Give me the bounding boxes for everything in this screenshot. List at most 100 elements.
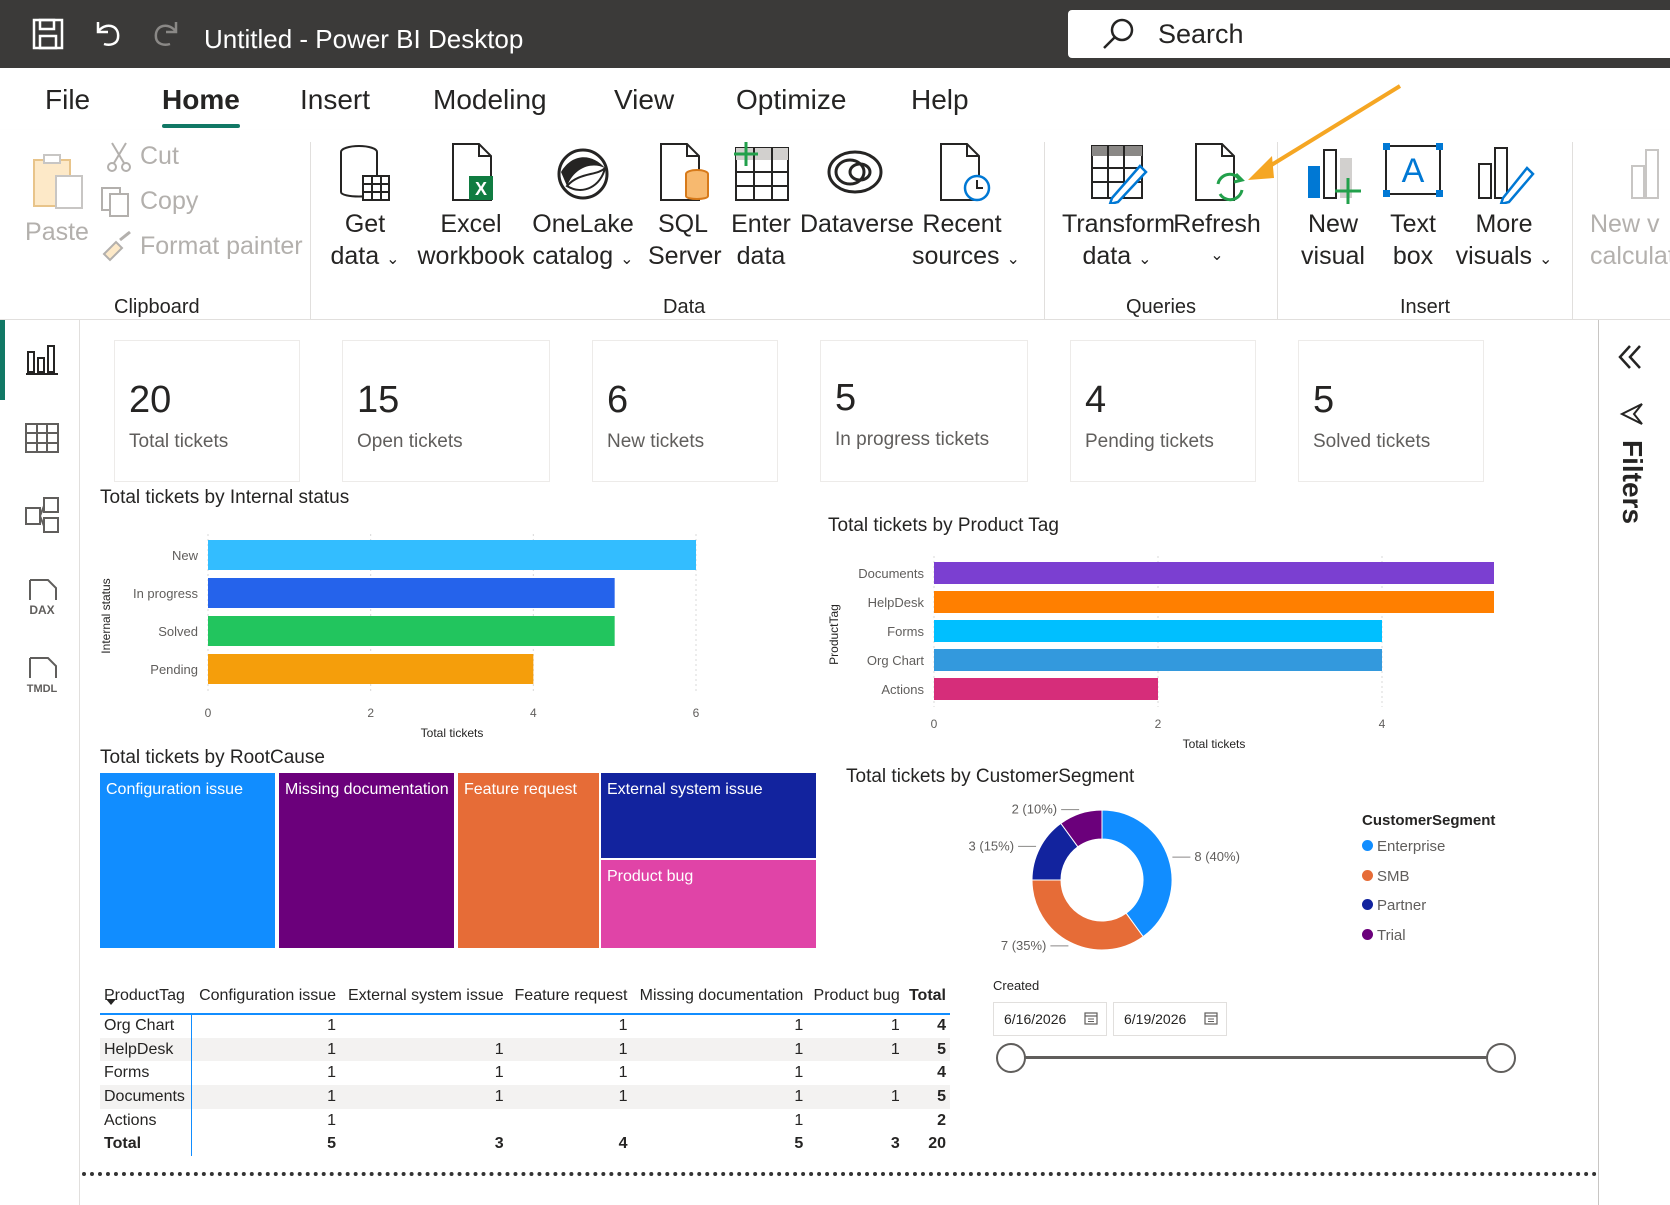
onelake-catalog-button[interactable]: OneLake catalog ⌄	[528, 142, 638, 276]
x-tick-label: 6	[693, 706, 700, 720]
calendar-icon[interactable]	[1084, 1011, 1098, 1025]
matrix-cell: 1	[807, 1085, 904, 1109]
enter-data-button[interactable]: Enter data	[726, 142, 796, 272]
bar-new[interactable]	[208, 540, 696, 570]
new-visual-button[interactable]: New visual	[1298, 142, 1368, 272]
kpi-value: 20	[129, 379, 172, 421]
matrix-cell: 1	[794, 1064, 804, 1082]
slider-end-handle[interactable]	[1486, 1043, 1516, 1073]
tab-insert[interactable]: Insert	[300, 84, 371, 115]
collapse-double-chevron-icon[interactable]	[1616, 344, 1644, 370]
tab-home[interactable]: Home	[162, 84, 240, 115]
kpi-card-solved[interactable]: 5 Solved tickets	[1298, 340, 1484, 482]
filters-label[interactable]: Filters	[1617, 440, 1648, 525]
start-date-input[interactable]: 6/16/2026	[993, 1002, 1107, 1036]
treemap-tile-configuration-issue[interactable]: Configuration issue	[100, 773, 277, 948]
producttag-rootcause-matrix[interactable]: ProductTag Configuration issue External …	[100, 978, 950, 1157]
model-view-icon[interactable]	[22, 496, 62, 536]
matrix-cell: 1	[890, 1017, 900, 1035]
tab-view[interactable]: View	[614, 84, 675, 115]
dataverse-button[interactable]: Dataverse	[800, 142, 914, 240]
matrix-row[interactable]: Org Chart 1 1 1 1 4	[100, 1014, 950, 1038]
redo-icon[interactable]	[146, 14, 186, 54]
slider-track	[1010, 1056, 1500, 1059]
matrix-header[interactable]: Feature request	[507, 978, 632, 1015]
bar-actions[interactable]	[934, 678, 1158, 700]
new-calculation-button[interactable]: New v calculat	[1590, 142, 1670, 272]
format-painter-button[interactable]: Format painter	[140, 232, 303, 260]
treemap-tile-missing-documentation[interactable]: Missing documentation	[279, 773, 456, 948]
table-view-icon[interactable]	[22, 418, 62, 458]
legend-item-enterprise[interactable]: Enterprise	[1362, 838, 1445, 868]
bar-documents[interactable]	[934, 562, 1494, 584]
legend-item-partner[interactable]: Partner	[1362, 897, 1445, 927]
tab-help[interactable]: Help	[911, 84, 969, 115]
matrix-header[interactable]: Configuration issue	[191, 978, 341, 1015]
transform-data-button[interactable]: Transform data ⌄	[1062, 142, 1175, 276]
matrix-row[interactable]: Total 5 3 4 5 3 20	[100, 1132, 950, 1157]
matrix-row[interactable]: Documents 1 1 1 1 1 5	[100, 1085, 950, 1109]
customer-segment-donut-chart[interactable]: 8 (40%) 7 (35%) 3 (15%) 2 (10%)	[950, 790, 1250, 970]
get-data-button[interactable]: Get data ⌄	[330, 142, 400, 276]
bar-forms[interactable]	[934, 620, 1382, 642]
treemap-tile-product-bug[interactable]: Product bug	[601, 860, 816, 948]
matrix-header[interactable]: External system issue	[340, 978, 508, 1015]
kpi-card-open[interactable]: 15 Open tickets	[342, 340, 550, 482]
copy-button[interactable]: Copy	[140, 187, 199, 215]
kpi-card-new[interactable]: 6 New tickets	[592, 340, 778, 482]
treemap-tile-external-system-issue[interactable]: External system issue	[601, 773, 816, 860]
more-visuals-button[interactable]: More visuals ⌄	[1452, 142, 1556, 276]
cut-button[interactable]: Cut	[140, 142, 179, 170]
legend-marker	[1362, 928, 1373, 940]
tab-file[interactable]: File	[45, 84, 91, 115]
sql-server-button[interactable]: SQL Server	[648, 142, 722, 272]
excel-workbook-button[interactable]: X Excel workbook	[416, 142, 526, 272]
rootcause-treemap[interactable]: Configuration issue Missing documentatio…	[100, 773, 816, 948]
slider-start-handle[interactable]	[996, 1043, 1026, 1073]
paste-button[interactable]: Paste	[22, 152, 92, 248]
refresh-button[interactable]: Refresh ⌄	[1172, 142, 1262, 272]
matrix-header[interactable]: ProductTag	[100, 978, 192, 1015]
matrix-header[interactable]: Total	[903, 978, 950, 1015]
bar-org-chart[interactable]	[934, 649, 1382, 671]
tab-optimize[interactable]: Optimize	[736, 84, 847, 115]
matrix-header[interactable]: Missing documentation	[631, 978, 808, 1015]
calendar-icon[interactable]	[1204, 1011, 1218, 1025]
transform-label-2: data	[1082, 242, 1132, 270]
legend-marker	[1362, 840, 1373, 851]
bar-in-progress[interactable]	[208, 578, 615, 608]
text-box-button[interactable]: A Text box	[1378, 142, 1448, 272]
legend-item-smb[interactable]: SMB	[1362, 868, 1445, 898]
treemap-tile-feature-request[interactable]: Feature request	[458, 773, 601, 948]
matrix-row[interactable]: Actions 1 1 2	[100, 1108, 950, 1133]
matrix-cell	[807, 1109, 904, 1133]
kpi-card-in-progress[interactable]: 5 In progress tickets	[820, 340, 1028, 482]
undo-icon[interactable]	[88, 14, 128, 54]
bar-pending[interactable]	[208, 654, 534, 684]
kpi-card-total[interactable]: 20 Total tickets	[114, 340, 300, 482]
report-view-icon[interactable]	[22, 340, 62, 380]
sort-arrow-icon[interactable]	[106, 999, 116, 1005]
chevron-down-icon: ⌄	[1210, 247, 1224, 264]
matrix-row[interactable]: Forms 1 1 1 1 4	[100, 1061, 950, 1086]
internal-status-bar-chart[interactable]: 0 2 4 6 New In progress Solved Pending Total tic…	[96, 520, 736, 745]
recent-sources-button[interactable]: Recent sources ⌄	[912, 142, 1020, 276]
matrix-header[interactable]: Product bug	[807, 978, 904, 1015]
recent-sources-icon	[940, 143, 991, 202]
legend-item-trial[interactable]: Trial	[1362, 927, 1445, 957]
window-title: Untitled - Power BI Desktop	[204, 24, 524, 54]
y-category-label: Solved	[158, 624, 198, 639]
matrix-row[interactable]: HelpDesk 1 1 1 1 1 5	[100, 1037, 950, 1062]
search-box[interactable]: Search	[1068, 10, 1670, 58]
tab-modeling[interactable]: Modeling	[433, 84, 547, 115]
end-date-input[interactable]: 6/19/2026	[1113, 1002, 1227, 1036]
tmdl-view-icon[interactable]: TMDL	[22, 656, 62, 696]
bar-solved[interactable]	[208, 616, 615, 646]
dax-query-view-icon[interactable]: DAX	[22, 578, 62, 618]
product-tag-bar-chart[interactable]: 0 2 4 Documents HelpDesk Forms Org Chart Action…	[824, 550, 1524, 756]
group-divider	[1572, 142, 1573, 320]
kpi-card-pending[interactable]: 4 Pending tickets	[1070, 340, 1256, 482]
bar-helpdesk[interactable]	[934, 591, 1494, 613]
chevron-down-icon: ⌄	[386, 251, 400, 268]
save-icon[interactable]	[28, 14, 68, 54]
